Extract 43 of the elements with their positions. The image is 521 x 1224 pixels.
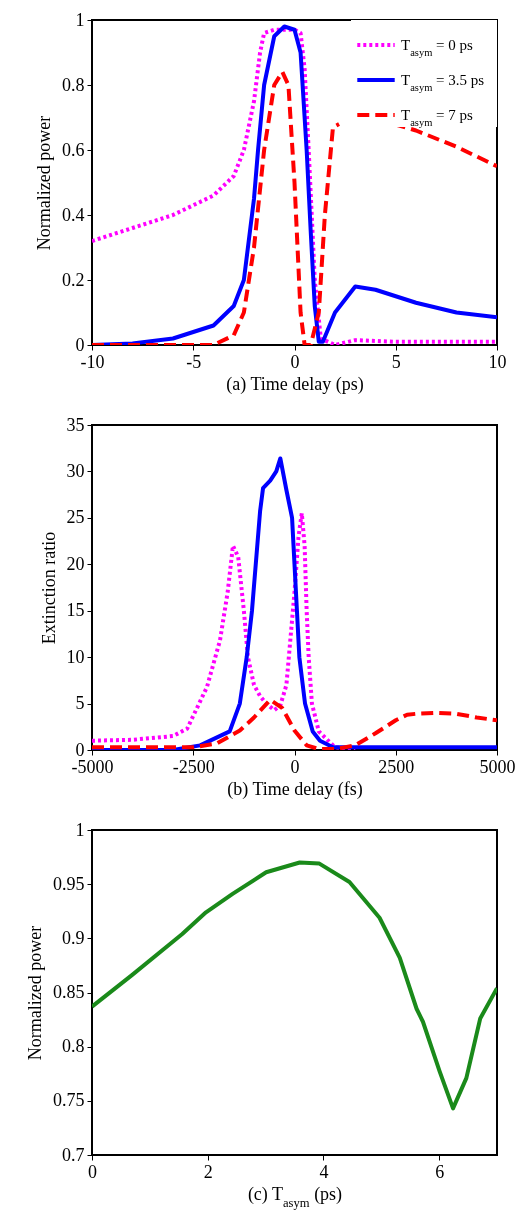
y-tick-label: 0.4: [62, 204, 85, 225]
x-axis-title: (b) Time delay (fs): [227, 778, 363, 800]
y-tick-label: 35: [66, 414, 85, 435]
y-axis-title: Normalized power: [25, 925, 45, 1061]
x-tick-label: 2500: [378, 756, 415, 777]
x-axis-title: (a) Time delay (ps): [226, 373, 364, 395]
y-tick-label: 1: [75, 819, 85, 840]
y-tick-label: 0.9: [62, 927, 85, 948]
line-series: [92, 860, 497, 1111]
x-tick-label: -5: [186, 351, 202, 372]
x-tick-label: 6: [435, 1161, 445, 1182]
y-tick-label: 30: [66, 460, 85, 481]
legend-label: T$_{asym}$ = 7 ps: [401, 107, 474, 128]
y-axis-title: Normalized power: [34, 115, 54, 251]
y-tick-label: 0.75: [53, 1090, 85, 1111]
y-tick-label: 15: [66, 600, 85, 621]
x-tick-label: 5: [391, 351, 401, 372]
x-tick-label: 10: [488, 351, 507, 372]
y-tick-label: 0.7: [62, 1144, 85, 1165]
legend-label: T$_{asym}$ = 3.5 ps: [401, 72, 485, 93]
x-axis-title: (c) T$_{asym}$ (ps): [247, 1183, 343, 1210]
y-tick-label: 0.8: [62, 74, 85, 95]
line-series: [92, 511, 358, 750]
x-tick-label: 0: [290, 756, 300, 777]
legend-label: T$_{asym}$ = 0 ps: [401, 37, 474, 58]
y-axis-title: Extinction ratio: [38, 531, 59, 645]
x-tick-label: 4: [319, 1161, 329, 1182]
y-tick-label: 25: [66, 507, 85, 528]
y-tick-label: 5: [75, 693, 85, 714]
y-tick-label: 20: [66, 553, 85, 574]
x-tick-label: -2500: [172, 756, 215, 777]
y-tick-label: 0.95: [53, 873, 85, 894]
y-tick-label: 0.2: [62, 269, 85, 290]
y-tick-label: 0.8: [62, 1036, 85, 1057]
x-tick-label: 2: [203, 1161, 213, 1182]
y-tick-label: 1: [75, 9, 85, 30]
line-series: [92, 456, 497, 750]
line-series: [92, 697, 497, 750]
x-tick-label: 0: [290, 351, 300, 372]
x-tick-label: 5000: [479, 756, 516, 777]
y-tick-label: 0.85: [53, 982, 85, 1002]
y-tick-label: 10: [66, 646, 85, 667]
y-tick-label: 0.6: [62, 139, 85, 160]
